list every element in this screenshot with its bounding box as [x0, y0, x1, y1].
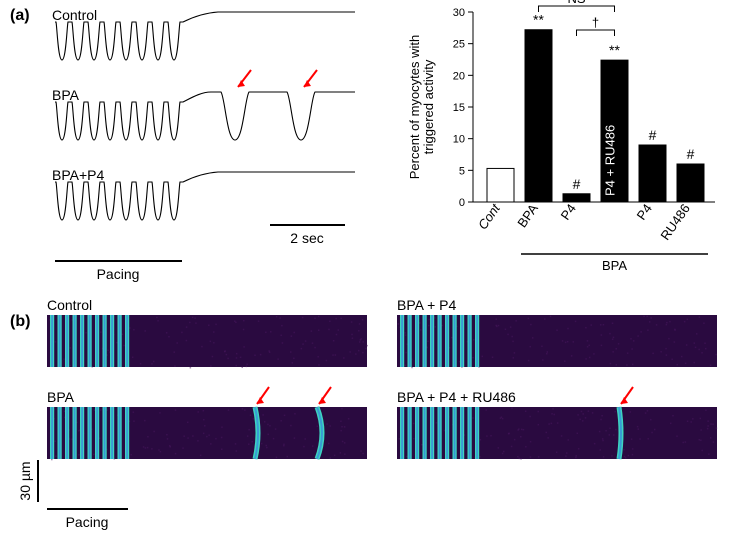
- y-tick-label: 20: [453, 70, 465, 82]
- panel-a-label: (a): [10, 7, 30, 24]
- bracket: [539, 6, 615, 12]
- linescan-panel: BPA + P4: [397, 297, 717, 368]
- scalebar-distance: 30 µm: [17, 460, 38, 502]
- y-tick-label: 30: [453, 7, 465, 19]
- y-tick-label: 25: [453, 39, 465, 51]
- y-tick-label: 10: [453, 134, 465, 146]
- bracket: [577, 30, 615, 36]
- arrow-icon: [319, 387, 331, 404]
- y-tick-label: 0: [459, 197, 465, 209]
- arrow-icon: [238, 70, 251, 87]
- pacing-bar-b: Pacing: [47, 509, 128, 530]
- bar-label: BPA: [514, 201, 541, 230]
- pacing-bar-a: Pacing: [55, 261, 182, 282]
- bar: [525, 30, 552, 202]
- scalebar-time: 2 sec: [270, 225, 345, 246]
- group-label: BPA: [602, 258, 627, 273]
- y-tick-label: 5: [459, 165, 465, 177]
- sig-marker: #: [573, 176, 581, 192]
- bar: [639, 145, 666, 202]
- trace-label-control: Control: [52, 7, 97, 23]
- pacing-label-b: Pacing: [66, 514, 109, 530]
- linescan-panel: Control: [47, 297, 368, 368]
- bar-label: Cont: [475, 200, 504, 232]
- panel-b-label: (b): [10, 313, 30, 330]
- arrow-icon: [304, 70, 317, 87]
- trace-bpa: [55, 92, 355, 140]
- trace-label-bpa: BPA: [52, 87, 80, 103]
- linescan-panel: BPA: [47, 387, 367, 460]
- bracket-label: NS: [567, 0, 585, 6]
- linescan-panel: BPA + P4 + RU486: [397, 387, 717, 460]
- pacing-label-a: Pacing: [97, 266, 140, 282]
- bar: [563, 194, 590, 202]
- y-axis-label: Percent of myocytes withtriggered activi…: [407, 35, 436, 180]
- trace-control: [55, 12, 355, 60]
- trace-label-bpap4: BPA+P4: [52, 167, 104, 183]
- linescan-title: Control: [47, 297, 92, 313]
- arrow-icon: [257, 387, 269, 404]
- linescan-title: BPA + P4 + RU486: [397, 389, 516, 405]
- sig-marker: #: [649, 127, 657, 143]
- bar-label: P4 + RU486: [603, 125, 618, 196]
- bar-label: P4: [558, 201, 579, 223]
- linescan-title: BPA: [47, 389, 75, 405]
- arrow-icon: [621, 387, 633, 404]
- bar-label: P4: [634, 201, 655, 223]
- bar: [677, 164, 704, 202]
- linescan-title: BPA + P4: [397, 297, 456, 313]
- scalebar-time-label: 2 sec: [290, 230, 323, 246]
- bracket-label: †: [592, 15, 599, 30]
- bar-label: RU486: [657, 201, 692, 243]
- y-tick-label: 15: [453, 102, 465, 114]
- sig-marker: **: [609, 42, 620, 58]
- scalebar-distance-label: 30 µm: [17, 461, 33, 500]
- sig-marker: **: [533, 12, 544, 28]
- bar: [487, 168, 514, 202]
- sig-marker: #: [687, 146, 695, 162]
